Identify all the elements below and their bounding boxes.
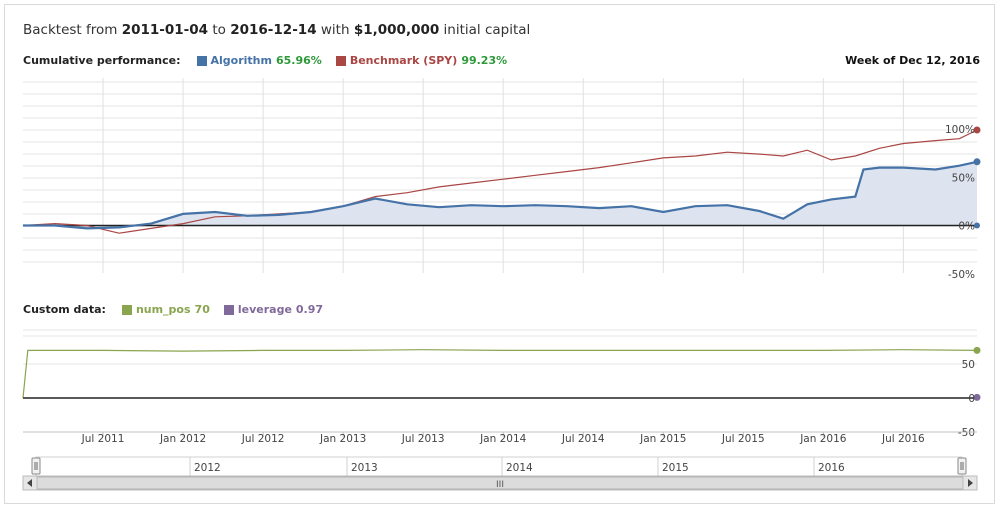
num-pos-end-marker xyxy=(973,346,981,354)
algorithm-value: 65.96% xyxy=(275,54,322,67)
main-y-tick-label: -50% xyxy=(948,269,975,281)
custom-y-tick-label: 0 xyxy=(968,393,975,405)
x-tick-label: Jul 2014 xyxy=(561,433,605,445)
zero-end-marker xyxy=(974,222,980,229)
benchmark-line xyxy=(22,129,978,234)
num-pos-swatch xyxy=(121,304,132,315)
leverage-swatch xyxy=(223,304,234,315)
performance-legend: Cumulative performance: Algorithm 65.96%… xyxy=(23,54,508,67)
algorithm-end-marker xyxy=(973,158,981,166)
backtest-title: Backtest from 2011-01-04 to 2016-12-14 w… xyxy=(23,22,531,38)
x-tick-label: Jul 2016 xyxy=(881,433,925,445)
benchmark-swatch xyxy=(335,55,346,66)
custom-y-tick-label: -50 xyxy=(958,427,975,439)
benchmark-value: 99.23% xyxy=(461,54,508,67)
algorithm-area xyxy=(23,161,977,229)
navigator-year-label: 2015 xyxy=(662,462,689,474)
scroll-left-arrow-icon xyxy=(27,479,32,487)
x-tick-label: Jan 2014 xyxy=(479,433,527,445)
x-tick-label: Jul 2012 xyxy=(241,433,285,445)
main-y-tick-label: 100% xyxy=(945,124,975,136)
num-pos-line xyxy=(22,349,978,399)
main-y-tick-label: 0% xyxy=(958,221,975,233)
x-tick-label: Jul 2013 xyxy=(401,433,445,445)
navigator-right-handle[interactable] xyxy=(957,457,967,475)
navigator-year-label: 2016 xyxy=(818,462,845,474)
legend-leverage[interactable]: leverage 0.97 xyxy=(223,303,323,316)
custom-data-legend: Custom data: num_pos 70 leverage 0.97 xyxy=(23,303,324,316)
navigator-year-label: 2013 xyxy=(351,462,378,474)
main-y-tick-label: 50% xyxy=(952,172,975,184)
scrollbar-grip: III xyxy=(496,480,504,490)
navigator-left-handle[interactable] xyxy=(31,457,41,475)
week-label: Week of Dec 12, 2016 xyxy=(845,54,980,67)
chart-frame xyxy=(4,4,995,504)
legend-algorithm[interactable]: Algorithm 65.96% xyxy=(196,54,322,67)
x-tick-label: Jan 2012 xyxy=(159,433,206,445)
navigator-year-label: 2014 xyxy=(506,462,533,474)
scroll-right-arrow-icon xyxy=(968,479,973,487)
benchmark-end-marker xyxy=(973,126,981,134)
x-tick-label: Jan 2016 xyxy=(799,433,847,445)
custom-y-tick-label: 50 xyxy=(962,359,975,371)
leverage-end-marker xyxy=(973,393,981,401)
algorithm-swatch xyxy=(196,55,207,66)
x-tick-label: Jul 2011 xyxy=(81,433,125,445)
legend-benchmark[interactable]: Benchmark (SPY) 99.23% xyxy=(335,54,508,67)
x-tick-label: Jan 2015 xyxy=(639,433,686,445)
legend-num-pos[interactable]: num_pos 70 xyxy=(121,303,210,316)
x-tick-label: Jan 2013 xyxy=(319,433,366,445)
algorithm-line xyxy=(23,160,978,230)
navigator-year-label: 2012 xyxy=(194,462,221,474)
x-tick-label: Jul 2015 xyxy=(721,433,765,445)
